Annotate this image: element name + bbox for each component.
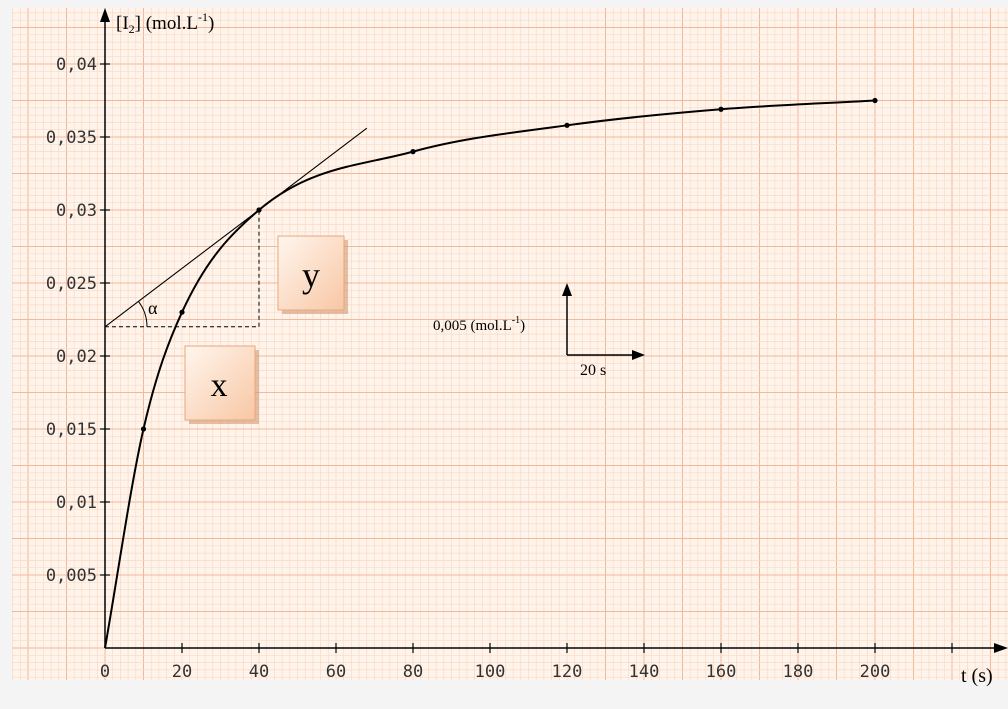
grid (12, 8, 1008, 680)
x-tick-label: 40 (249, 662, 269, 682)
x-tick-label: 0 (100, 662, 110, 682)
y-label-box: y (277, 235, 348, 314)
x-tick-label: 80 (403, 662, 423, 682)
data-point (256, 207, 262, 213)
x-axis-arrow (994, 643, 1008, 653)
y-axis-arrow (100, 8, 110, 22)
data-point (718, 106, 724, 112)
x-tick-label: 140 (629, 662, 660, 682)
y-box-label: y (302, 255, 320, 295)
y-tick-label: 0,005 (46, 566, 97, 586)
x-box-label: x (211, 367, 228, 404)
construction-lines (104, 127, 368, 328)
x-tick-label: 120 (552, 662, 583, 682)
x-tick-label: 60 (326, 662, 346, 682)
data-point (872, 97, 878, 104)
y-axis-label: [I2] (mol.L-1) (116, 10, 214, 36)
y-tick-label: 0,04 (56, 55, 97, 75)
data-point (179, 309, 185, 315)
y-tick-label: 0,015 (46, 420, 97, 440)
scale-y-text: 0,005 (mol.L-1) (433, 315, 525, 334)
x-tick-label: 160 (706, 662, 737, 682)
x-tick-label: 180 (783, 662, 814, 682)
y-tick-label: 0,03 (56, 201, 97, 221)
data-point (564, 122, 570, 128)
x-tick-label: 20 (172, 662, 192, 682)
scale-indicator: 0,005 (mol.L-1) 20 s (433, 283, 645, 379)
y-tick-label: 0,01 (56, 493, 97, 513)
data-point (410, 149, 416, 155)
x-axis-label: t (s) (961, 665, 993, 687)
x-label-box: x (184, 345, 259, 424)
angle-arc (138, 301, 148, 327)
x-tick-label: 200 (860, 662, 891, 682)
y-tick-label: 0,02 (56, 347, 97, 367)
tangent-line (104, 127, 368, 328)
data-point (140, 426, 147, 432)
y-tick-label: 0,035 (46, 128, 97, 148)
x-tick-label: 100 (475, 662, 506, 682)
angle-label: α (148, 298, 158, 318)
y-tick-label: 0,025 (46, 274, 97, 294)
axes (100, 8, 1008, 653)
data-points (140, 97, 878, 432)
scale-x-text: 20 s (580, 362, 606, 379)
ticks: 0 20 40 60 80 100 120 140 160 180 200 0,005 0,01 0,01… (46, 55, 953, 682)
grid-paper (12, 8, 1008, 680)
